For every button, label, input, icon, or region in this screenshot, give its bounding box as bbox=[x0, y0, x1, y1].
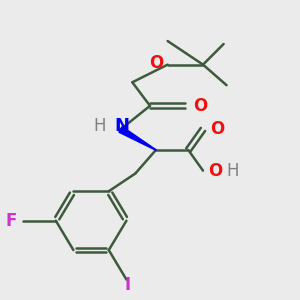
Text: F: F bbox=[6, 212, 17, 230]
Text: N: N bbox=[115, 117, 130, 135]
Text: I: I bbox=[125, 276, 131, 294]
Text: O: O bbox=[211, 120, 225, 138]
Polygon shape bbox=[119, 127, 156, 150]
Text: O: O bbox=[149, 54, 163, 72]
Text: O: O bbox=[208, 162, 222, 180]
Text: O: O bbox=[193, 97, 207, 115]
Text: H: H bbox=[94, 117, 106, 135]
Text: H: H bbox=[226, 162, 239, 180]
